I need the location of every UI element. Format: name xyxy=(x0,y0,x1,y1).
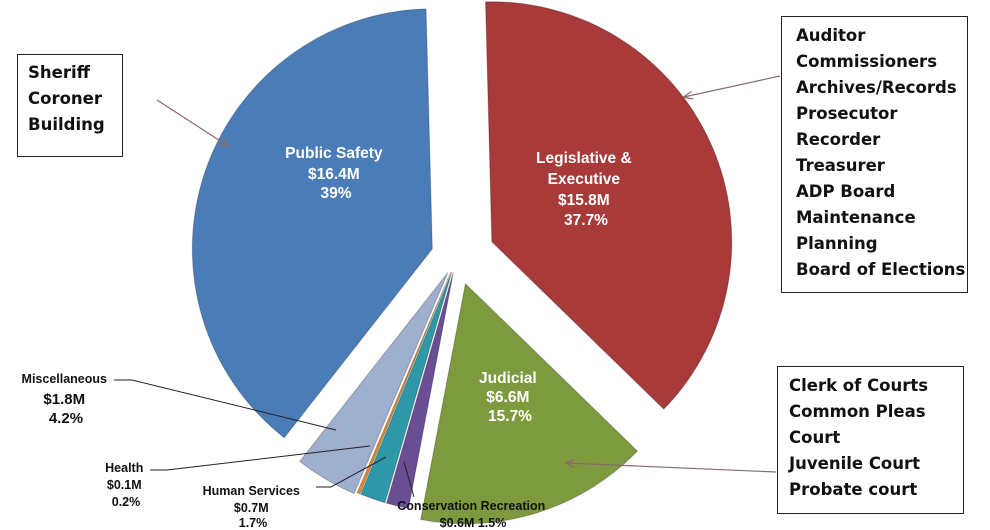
legislative-callout-item: Archives/Records xyxy=(796,78,957,97)
judicial-callout-item: Probate court xyxy=(789,480,918,499)
pie-slice-misc xyxy=(299,272,449,495)
slice-label-conservation: Conservation Recreation $0.6M 1.5% xyxy=(397,499,548,530)
pie-slice-cons xyxy=(385,272,454,509)
public-safety-callout-item: Sheriff xyxy=(28,63,90,82)
slice-label-judicial: Judicial $6.6M 15.7% xyxy=(479,370,541,425)
judicial-callout-item: Common Pleas xyxy=(789,402,926,421)
leader-line-human-services xyxy=(316,456,387,488)
pie-slice-hum xyxy=(360,271,453,504)
legislative-callout-item: Treasurer xyxy=(796,156,885,175)
slice-label-public-safety: Public Safety $16.4M 39% xyxy=(285,145,387,202)
slice-label-health: Health $0.1M 0.2% xyxy=(105,461,147,509)
callout-box-public-safety: Sheriff Coroner Building xyxy=(17,54,123,157)
legislative-callout-item: Commissioners xyxy=(796,52,938,71)
callout-arrow-public-safety xyxy=(156,99,228,146)
judicial-callout-item: Juvenile Court xyxy=(789,454,921,473)
public-safety-callout-item: Coroner xyxy=(28,89,102,108)
legislative-callout-item: Board of Elections xyxy=(796,260,966,279)
judicial-callout-item: Court xyxy=(789,428,841,447)
callout-box-judicial: Clerk of Courts Common Pleas Court Juvenile… xyxy=(777,366,964,514)
legislative-callout-item: Planning xyxy=(796,234,878,253)
callout-arrow-judicial xyxy=(566,463,777,473)
legislative-callout-item: Maintenance xyxy=(796,208,916,227)
leader-line-health xyxy=(150,445,371,471)
legislative-callout-item: Prosecutor xyxy=(796,104,898,123)
legislative-callout-item: Auditor xyxy=(796,26,866,45)
slice-label-miscellaneous: Miscellaneous $1.8M 4.2% xyxy=(22,372,111,427)
legislative-callout-item: Recorder xyxy=(796,130,881,149)
slice-label-human-services: Human Services $0.7M 1.7% xyxy=(203,484,304,530)
callout-arrow-legislative xyxy=(684,75,781,97)
legislative-callout-item: ADP Board xyxy=(796,182,896,201)
leader-line-conservation xyxy=(403,461,415,498)
pie-slice-leg xyxy=(485,1,733,410)
slice-label-legislative: Legislative & Executive $15.8M 37.7% xyxy=(536,150,636,229)
judicial-callout-item: Clerk of Courts xyxy=(789,376,929,395)
public-safety-callout-item: Building xyxy=(28,115,105,134)
callout-box-legislative: Auditor Commissioners Archives/Records Pros… xyxy=(781,16,968,293)
leader-line-miscellaneous xyxy=(114,379,337,431)
pie-slice-ps xyxy=(191,8,433,439)
pie-slice-hea xyxy=(356,271,452,495)
